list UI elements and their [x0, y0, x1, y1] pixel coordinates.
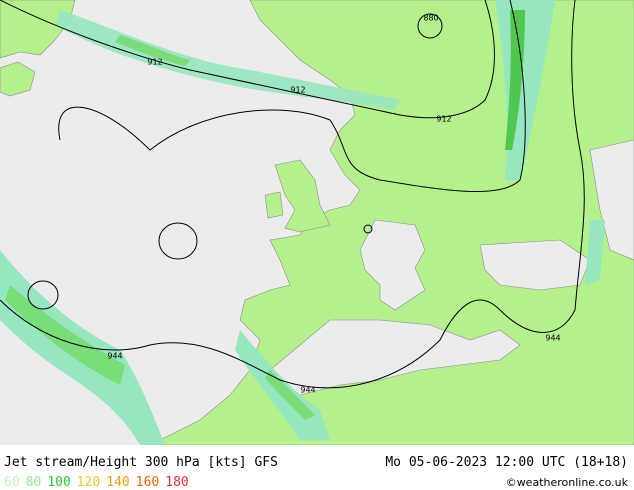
contour-label: 912 [147, 58, 162, 67]
datetime: Mo 05-06-2023 12:00 UTC (18+18) [385, 455, 628, 470]
jet-streams [0, 0, 605, 445]
contour-label: 944 [107, 352, 122, 361]
legend-item: 140 [106, 475, 129, 490]
contour-label: 944 [300, 386, 315, 395]
legend-item: 80 [26, 475, 42, 490]
contour-label: 912 [290, 86, 305, 95]
contour-label: 944 [545, 334, 560, 343]
footer-bg [0, 445, 634, 490]
legend-item: 100 [47, 475, 70, 490]
legend-item: 60 [4, 475, 20, 490]
contours [0, 0, 585, 389]
legend-item: 120 [77, 475, 100, 490]
legend: 60 80 100 120 140 160 180 [4, 475, 189, 490]
contour-labels: 880 912 912 912 944 944 944 [107, 14, 560, 395]
legend-item: 180 [165, 475, 188, 490]
title: Jet stream/Height 300 hPa [kts] GFS [4, 455, 278, 470]
contour-label: 880 [423, 14, 438, 23]
legend-item: 160 [136, 475, 159, 490]
contour-label: 912 [436, 115, 451, 124]
copyright: ©weatheronline.co.uk [506, 476, 629, 489]
